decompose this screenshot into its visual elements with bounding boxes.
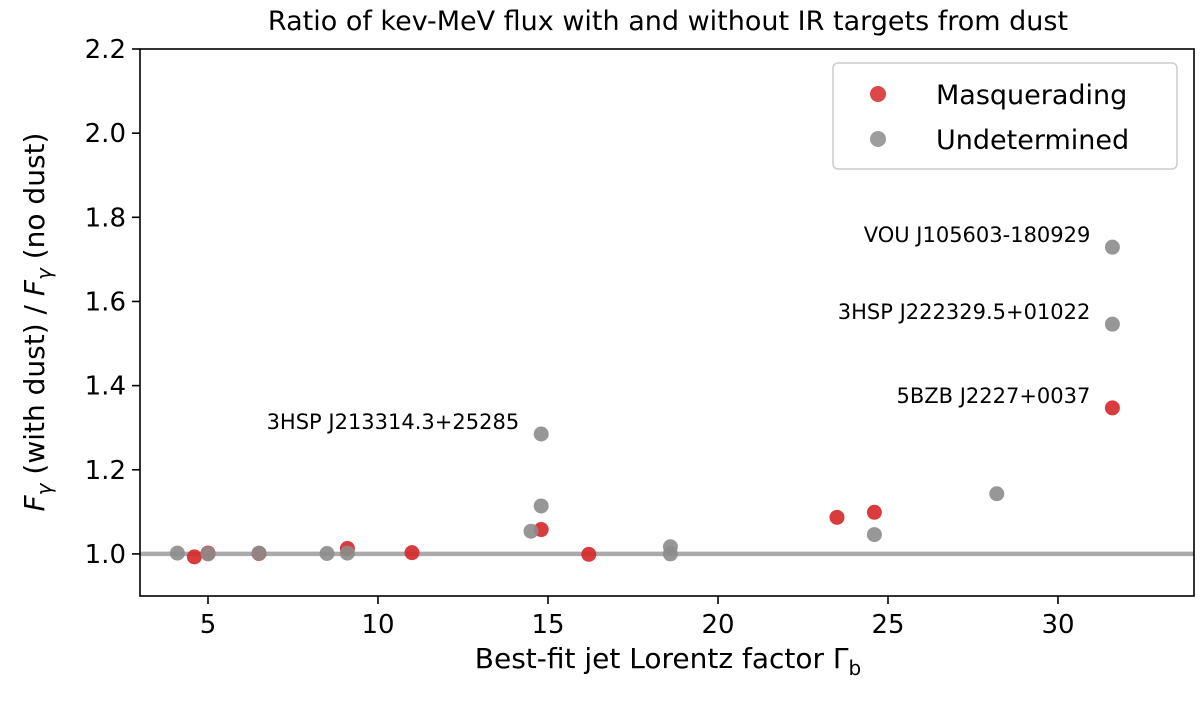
data-point-undetermined-1 xyxy=(200,546,216,562)
data-point-undetermined-0 xyxy=(169,545,185,561)
data-point-undetermined-3 xyxy=(319,546,335,562)
data-point-undetermined-4 xyxy=(339,545,355,561)
y-axis-label-end: (no dust) xyxy=(18,133,51,269)
legend-marker-undetermined xyxy=(870,131,886,147)
data-point-undetermined-11 xyxy=(989,486,1005,502)
data-point-undetermined-7 xyxy=(533,426,549,442)
data-point-masquerading-8 xyxy=(866,504,882,520)
y-axis-label-mid: (with dust) / xyxy=(18,296,51,483)
x-axis: 5 10 15 20 25 30 xyxy=(200,596,1075,640)
annotation-layer: 3HSP J213314.3+25285 VOU J105603-180929 3H… xyxy=(267,223,1091,434)
data-point-masquerading-0 xyxy=(186,549,202,565)
legend-label-undetermined: Undetermined xyxy=(936,125,1129,156)
data-point-undetermined-6 xyxy=(533,498,549,514)
annotation-label-3: 5BZB J2227+0037 xyxy=(896,384,1090,408)
x-tick-label: 30 xyxy=(1041,610,1074,640)
data-point-masquerading-6 xyxy=(581,546,597,562)
y-tick-label: 1.0 xyxy=(85,540,126,570)
y-tick-label: 2.2 xyxy=(85,35,126,65)
y-tick-label: 2.0 xyxy=(85,119,126,149)
legend-marker-masquerading xyxy=(870,86,886,102)
annotation-label-2: 3HSP J222329.5+01022 xyxy=(838,300,1091,324)
y-axis-label-sub2: γ xyxy=(32,267,56,280)
y-axis-label-sub1: γ xyxy=(32,482,56,495)
y-axis-label-f2: F xyxy=(18,279,51,296)
annotation-label-1: VOU J105603-180929 xyxy=(864,223,1091,247)
y-tick-label: 1.6 xyxy=(85,287,126,317)
data-point-undetermined-12 xyxy=(1104,316,1120,332)
data-point-masquerading-4 xyxy=(404,545,420,561)
legend: Masquerading Undetermined xyxy=(832,62,1178,170)
data-point-undetermined-13 xyxy=(1104,239,1120,255)
y-tick-label: 1.4 xyxy=(85,372,126,402)
y-axis: 1.0 1.2 1.4 1.6 1.8 2.0 2.2 xyxy=(85,35,140,570)
x-tick-label: 5 xyxy=(200,610,217,640)
data-point-undetermined-5 xyxy=(523,523,539,539)
data-point-undetermined-10 xyxy=(866,527,882,543)
x-axis-label-subscript: b xyxy=(849,656,862,680)
annotation-label-0: 3HSP J213314.3+25285 xyxy=(267,410,520,434)
data-points-layer xyxy=(169,239,1120,565)
y-axis-label-f1: F xyxy=(18,494,51,511)
x-tick-label: 25 xyxy=(871,610,904,640)
x-axis-label: Best-fit jet Lorentz factor Γb xyxy=(475,642,861,680)
data-point-undetermined-2 xyxy=(251,545,267,561)
data-point-masquerading-9 xyxy=(1104,400,1120,416)
data-point-masquerading-7 xyxy=(829,509,845,525)
legend-box xyxy=(832,62,1178,170)
y-tick-label: 1.2 xyxy=(85,456,126,486)
y-axis-label: Fγ (with dust) / Fγ (no dust) xyxy=(18,133,56,512)
x-tick-label: 20 xyxy=(701,610,734,640)
data-point-undetermined-9 xyxy=(662,546,678,562)
x-tick-label: 15 xyxy=(531,610,564,640)
plot-frame xyxy=(139,48,1195,597)
legend-label-masquerading: Masquerading xyxy=(936,80,1127,111)
x-tick-label: 10 xyxy=(361,610,394,640)
y-tick-label: 1.8 xyxy=(85,203,126,233)
x-axis-label-main: Best-fit jet Lorentz factor Γ xyxy=(475,642,849,675)
chart-title: Ratio of kev-MeV flux with and without I… xyxy=(268,6,1068,37)
